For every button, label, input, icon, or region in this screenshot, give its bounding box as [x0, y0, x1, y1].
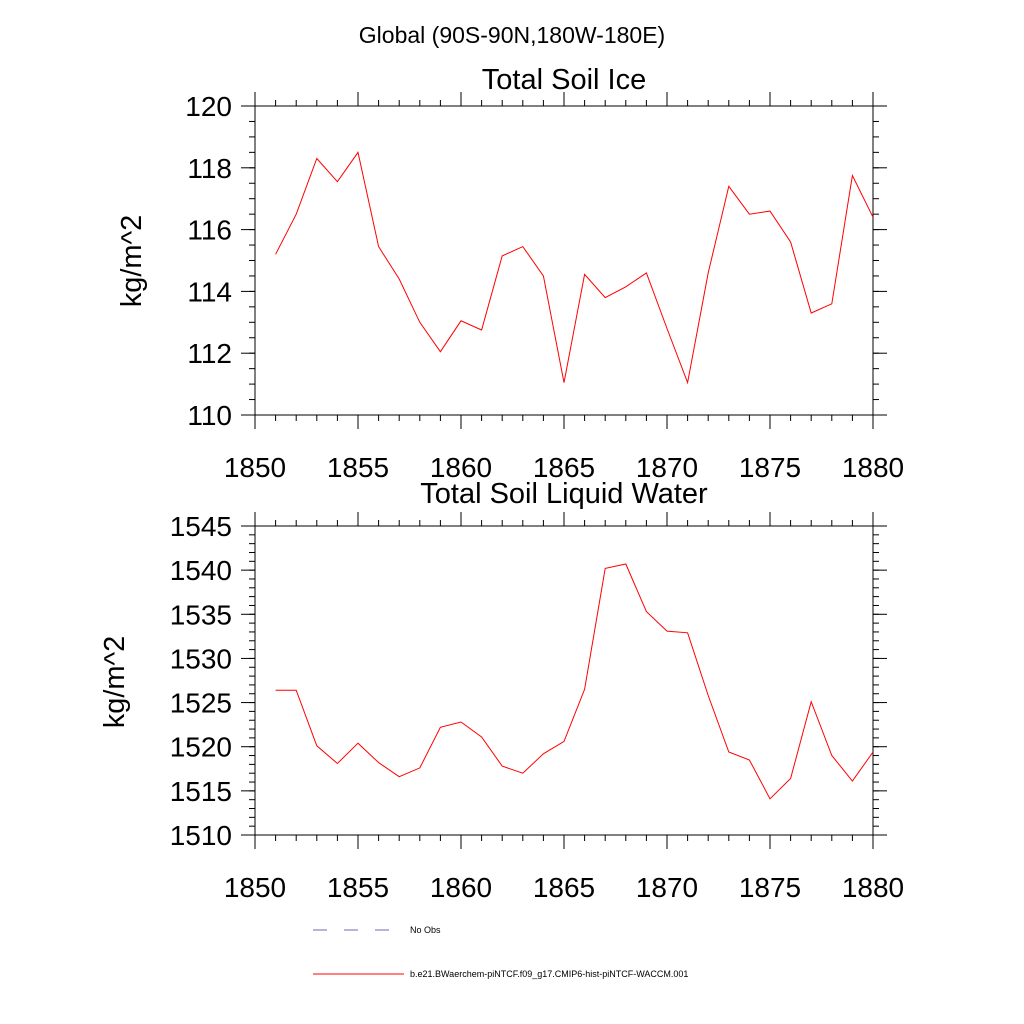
y-tick-label: 1545 — [170, 511, 232, 542]
tick-labels: 1510 1515 1520 1525 1530 1535 1540 1545 1850 1855… — [170, 511, 904, 903]
y-tick-label: 1530 — [170, 643, 232, 674]
y-tick-label: 112 — [187, 338, 232, 369]
series-line — [275, 151, 874, 385]
y-tick-label: 114 — [187, 276, 232, 307]
x-tick-label: 1855 — [327, 452, 389, 483]
x-tick-label: 1875 — [739, 872, 801, 903]
chart-title: Total Soil Ice — [482, 64, 646, 96]
chart-panel-total-soil-liquid-water: Total Soil Liquid Water kg/m^2 151015151… — [99, 478, 904, 903]
x-tick-label: 1865 — [533, 872, 595, 903]
x-tick-label: 1855 — [327, 872, 389, 903]
y-tick-label: 1535 — [170, 599, 232, 630]
y-tick-label: 110 — [187, 400, 232, 431]
y-tick-label: 118 — [187, 153, 232, 184]
x-tick-label: 1880 — [842, 872, 904, 903]
x-tick-label: 1860 — [430, 872, 492, 903]
legend-label-no-obs: No Obs — [410, 925, 441, 935]
x-tick-label: 1860 — [430, 452, 492, 483]
x-tick-label: 1850 — [224, 872, 286, 903]
axes — [241, 92, 887, 429]
y-tick-label: 1510 — [170, 820, 232, 851]
series-group — [275, 151, 874, 385]
x-tick-label: 1850 — [224, 452, 286, 483]
plot-frame — [254, 105, 874, 416]
y-axis-label: kg/m^2 — [116, 215, 148, 308]
y-tick-label: 1525 — [170, 688, 232, 719]
x-tick-label: 1880 — [842, 452, 904, 483]
x-tick-label: 1875 — [739, 452, 801, 483]
axes — [241, 512, 887, 849]
y-tick-label: 120 — [185, 91, 232, 122]
tick-labels: 110 112 114 116 118 120 1850 1855 1860 1865 1870 18… — [185, 91, 904, 483]
y-tick-label: 1540 — [170, 555, 232, 586]
series-group — [275, 563, 874, 800]
legend-label-model: b.e21.BWaerchem-piNTCF.f09_g17.CMIP6-his… — [410, 969, 688, 979]
y-tick-label: 1520 — [170, 732, 232, 763]
y-tick-label: 1515 — [170, 776, 232, 807]
y-axis-label: kg/m^2 — [99, 636, 131, 729]
chart-title: Total Soil Liquid Water — [420, 478, 708, 510]
chart-panel-total-soil-ice: Total Soil Ice kg/m^2 110 112 114 116 118 120… — [116, 64, 904, 483]
x-tick-label: 1870 — [636, 452, 698, 483]
x-tick-label: 1870 — [636, 872, 698, 903]
y-tick-label: 116 — [187, 215, 232, 246]
figure-title: Global (90S-90N,180W-180E) — [359, 22, 665, 48]
legend: No Obs b.e21.BWaerchem-piNTCF.f09_g17.CM… — [313, 925, 688, 979]
x-tick-label: 1865 — [533, 452, 595, 483]
series-line — [275, 563, 874, 800]
